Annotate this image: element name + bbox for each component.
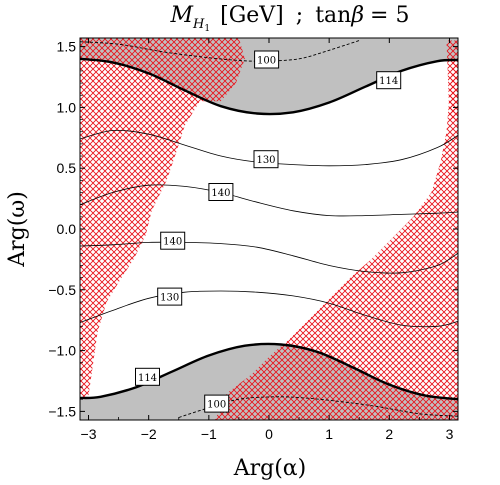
y-tick-label: 0.5	[57, 160, 77, 176]
x-tick-label: 1	[325, 426, 333, 442]
y-tick-label: −0.5	[48, 282, 76, 298]
contour-label-130-6: 130	[157, 287, 183, 306]
y-tick-label: −1.5	[48, 403, 76, 419]
contour-labels: 100 114 130 140 140 130 114 100	[135, 50, 402, 413]
contour-line-140-5	[80, 241, 458, 274]
y-tick-label: 0.0	[57, 221, 77, 237]
contour-line-100-1	[80, 40, 360, 62]
contour-label-box	[254, 50, 280, 69]
x-tick-label: −3	[81, 426, 97, 442]
y-tick-label: −1.0	[48, 343, 76, 359]
contour-label-100-1: 100	[254, 50, 280, 69]
contour-line-114-7	[80, 342, 458, 401]
contour-label-130-3: 130	[253, 150, 279, 169]
x-tick-label: 3	[446, 426, 454, 442]
contour-label-114-2: 114	[376, 71, 402, 90]
y-tick-label: 1.5	[57, 39, 77, 55]
contour-label-text: 114	[138, 373, 157, 384]
contour-label-114-7: 114	[135, 367, 160, 386]
contour-label-text: 140	[163, 237, 182, 248]
contour-label-box	[208, 183, 234, 201]
contour-label-text: 130	[160, 293, 179, 304]
x-tick-label: −2	[141, 426, 157, 442]
contour-label-100-8: 100	[204, 394, 230, 413]
chart-title: MH1[GeV]; tanβ = 5	[170, 3, 410, 34]
contour-line-130-6	[80, 290, 458, 328]
contour-label-text: 114	[379, 76, 398, 87]
x-axis-ticks: −3 −2 −1 0 1 2 3	[81, 38, 454, 442]
contour-label-box	[157, 287, 183, 306]
x-tick-label: 2	[385, 426, 393, 442]
contour-label-140-5: 140	[160, 231, 186, 250]
contour-label-box	[135, 367, 160, 386]
hatched-region-upper-left-top-gap	[196, 38, 245, 102]
hatched-region-lower-right	[214, 60, 458, 420]
contour-label-text: 100	[257, 56, 276, 67]
y-axis-label: Arg(ω)	[5, 191, 30, 268]
contour-line-140-4	[80, 184, 458, 217]
y-tick-label: 1.0	[57, 99, 77, 115]
x-axis-label: Arg(α)	[233, 456, 307, 481]
contour-label-text: 100	[207, 400, 226, 411]
plot-area	[80, 38, 458, 420]
hatched-region-upper-left	[80, 38, 203, 398]
contour-label-box	[253, 150, 279, 169]
x-tick-label: −1	[201, 426, 217, 442]
x-tick-label: 0	[265, 426, 273, 442]
contour-label-box	[376, 71, 402, 90]
contour-label-text: 140	[211, 188, 230, 199]
y-axis-ticks: 1.5 1.0 0.5 0.0 −0.5 −1.0 −1.5	[48, 39, 458, 419]
contour-label-140-4: 140	[208, 183, 234, 201]
contour-label-box	[204, 394, 230, 413]
contour-label-box	[160, 231, 186, 250]
contour-line-114-2	[80, 57, 458, 116]
contour-label-text: 130	[256, 155, 275, 166]
